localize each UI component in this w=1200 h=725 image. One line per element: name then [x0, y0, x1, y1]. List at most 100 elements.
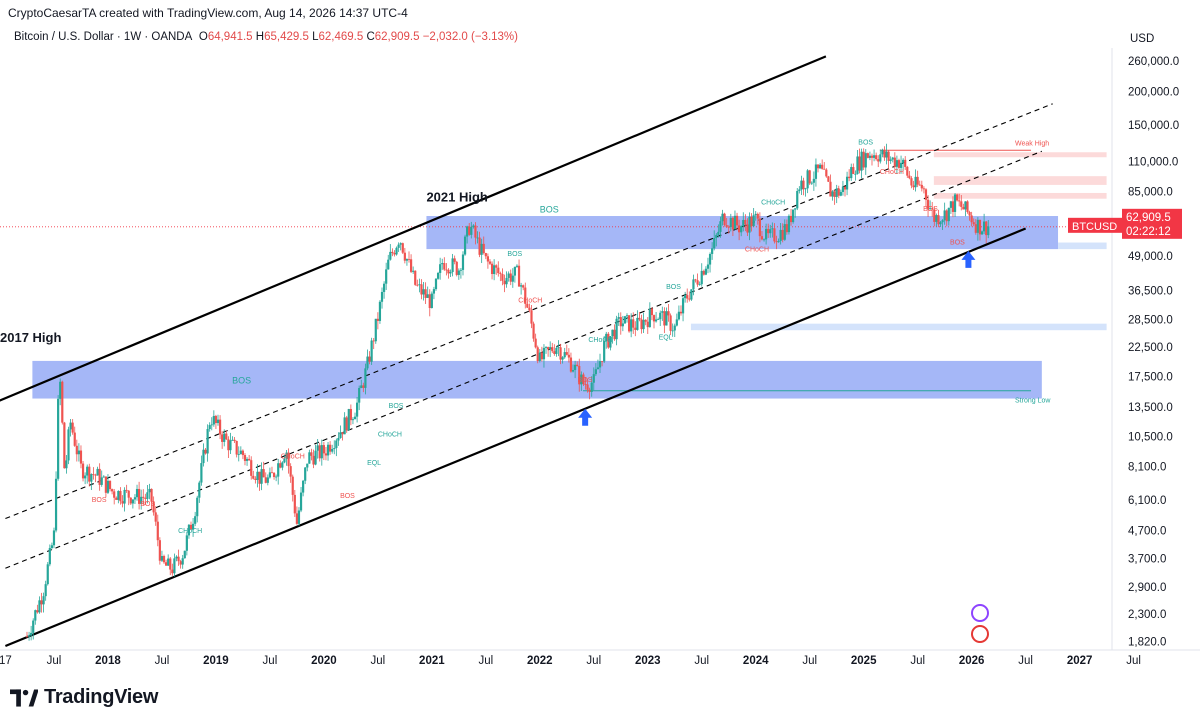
zone-demand_light-2: [1058, 242, 1107, 250]
candle-body-36: [100, 477, 103, 485]
candle-body-208: [457, 270, 460, 275]
candle-body-317: [684, 295, 687, 299]
candle-body-105: [243, 455, 247, 461]
candle-body-342: [735, 215, 739, 226]
candle-body-434: [926, 199, 930, 209]
candle-body-59: [148, 488, 151, 493]
candle-body-122: [279, 463, 282, 468]
candle-body-6: [38, 600, 41, 613]
candle-body-304: [657, 319, 660, 320]
symbol-name[interactable]: Bitcoin / U.S. Dollar · 1W · OANDA: [14, 31, 192, 43]
candle-body-412: [881, 149, 884, 155]
tradingview-footer[interactable]: TradingView: [10, 686, 158, 709]
candle-body-301: [650, 308, 654, 316]
candle-body-165: [368, 356, 371, 362]
x-tick-label-16: 2025: [851, 655, 877, 667]
candle-body-207: [455, 261, 458, 275]
tradingview-brand: TradingView: [44, 686, 159, 708]
candle-body-108: [250, 460, 253, 476]
calendar-badge-icon: [971, 625, 989, 643]
candle-body-444: [947, 207, 950, 222]
candle-body-152: [341, 432, 344, 435]
annotation-23: BOS: [950, 240, 965, 247]
channel-upper-line: [0, 55, 827, 402]
candle-body-365: [783, 224, 786, 240]
candle-body-211: [463, 236, 467, 255]
candle-body-253: [551, 347, 554, 352]
candle-body-442: [943, 210, 946, 221]
candle-body-217: [476, 237, 479, 239]
candle-body-448: [956, 194, 959, 201]
x-tick-label-8: 2021: [419, 655, 445, 667]
candle-body-96: [225, 433, 228, 440]
x-tick-label-2: 2018: [95, 655, 121, 667]
annotation-10: CHoCH: [378, 431, 402, 438]
candle-body-16: [59, 381, 62, 399]
candle-body-230: [503, 280, 506, 285]
candle-body-167: [372, 340, 375, 342]
candle-body-60: [150, 488, 153, 502]
candle-body-199: [439, 264, 442, 273]
candle-body-40: [108, 480, 112, 490]
candle-body-117: [268, 472, 272, 478]
candle-body-322: [694, 279, 697, 281]
candle-body-395: [845, 176, 849, 190]
candle-body-150: [337, 437, 340, 441]
candle-body-310: [669, 315, 672, 331]
candle-body-388: [831, 191, 834, 197]
candle-body-85: [202, 449, 205, 464]
candle-body-53: [135, 488, 139, 498]
candle-body-3: [32, 620, 35, 633]
candle-body-266: [578, 366, 581, 385]
candle-body-151: [339, 432, 342, 438]
candle-body-392: [839, 191, 842, 196]
annotation-2: BOS: [540, 205, 559, 215]
candle-body-187: [414, 270, 417, 285]
candle-body-79: [189, 524, 193, 530]
candle-body-138: [312, 455, 315, 465]
candle-body-203: [447, 269, 450, 274]
candle-body-399: [854, 173, 857, 175]
candle-body-257: [559, 347, 562, 360]
y-tick-label-18: 260,000.0: [1128, 56, 1179, 68]
candle-body-10: [46, 564, 49, 585]
zone-supply-4: [933, 152, 1107, 158]
y-tick-label-11: 28,500.0: [1128, 314, 1173, 326]
candle-body-415: [887, 151, 890, 161]
candle-body-115: [264, 477, 267, 483]
candle-body-325: [700, 270, 703, 285]
candle-body-327: [704, 268, 707, 275]
candle-body-357: [767, 228, 770, 234]
candle-body-92: [216, 419, 220, 424]
candle-body-305: [659, 312, 662, 320]
candle-body-70: [171, 569, 174, 574]
candle-body-157: [351, 419, 355, 421]
low-value: 62,469.5: [318, 31, 364, 43]
candle-body-241: [526, 303, 529, 308]
candle-body-83: [198, 482, 201, 498]
candle-body-233: [509, 273, 512, 282]
candle-body-87: [206, 429, 209, 454]
candle-body-226: [495, 265, 498, 268]
zone-supply-6: [933, 192, 1107, 199]
candle-body-130: [295, 513, 298, 524]
candle-body-168: [374, 318, 377, 342]
candle-body-435: [929, 208, 932, 210]
candle-body-93: [218, 419, 222, 435]
candle-body-268: [582, 374, 585, 385]
candle-body-378: [810, 182, 813, 184]
candle-body-455: [970, 215, 973, 223]
candle-body-142: [320, 445, 323, 459]
candle-body-111: [256, 471, 259, 480]
candle-body-348: [748, 216, 751, 233]
channel-mid-line-2: [5, 150, 1043, 569]
level-label-1: Strong Low: [1015, 398, 1051, 405]
candle-body-184: [407, 258, 411, 260]
candle-body-45: [119, 490, 122, 502]
candle-body-171: [380, 291, 384, 302]
candle-body-136: [308, 452, 311, 464]
candle-body-183: [405, 258, 409, 261]
candle-body-126: [287, 452, 290, 467]
candle-body-271: [588, 389, 591, 392]
